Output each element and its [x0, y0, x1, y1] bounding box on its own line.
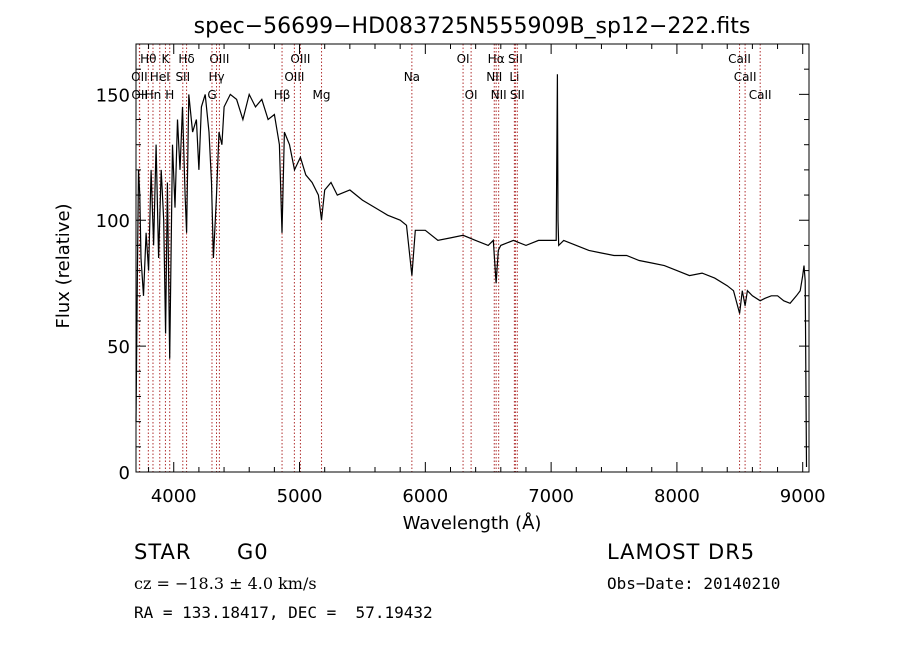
- object-subclass: G0: [237, 540, 269, 564]
- observation-date: Obs−Date: 20140210: [607, 574, 781, 593]
- x-tick-label: 6000: [402, 486, 448, 507]
- x-tick-label: 7000: [528, 486, 574, 507]
- line-marker-label: OI: [457, 52, 470, 66]
- line-marker-label: CaII: [734, 70, 757, 84]
- line-marker-label: CaII: [749, 88, 772, 102]
- y-tick-label: 150: [96, 85, 130, 106]
- plot-frame: [135, 43, 810, 473]
- line-marker-label: CaII: [728, 52, 751, 66]
- line-marker-label: NII: [486, 70, 502, 84]
- x-tick-label: 8000: [654, 486, 700, 507]
- line-marker-label: OI: [465, 88, 478, 102]
- line-marker-label: Hδ: [178, 52, 194, 66]
- coordinates: RA = 133.18417, DEC = 57.19432: [134, 603, 433, 622]
- x-axis-label: Wavelength (Å): [403, 512, 542, 534]
- x-tick-label: 5000: [277, 486, 323, 507]
- spectrum-series: [135, 74, 808, 468]
- line-marker-label: Hβ: [274, 88, 291, 102]
- line-marker-label: SII: [508, 52, 523, 66]
- x-tick-label: 4000: [151, 486, 197, 507]
- line-marker-label: Mg: [313, 88, 331, 102]
- line-marker-label: Li: [509, 70, 519, 84]
- y-tick-label: 50: [107, 337, 130, 358]
- line-marker-label: OIII: [290, 52, 310, 66]
- line-marker-label: G: [207, 88, 216, 102]
- line-marker-label: SII: [510, 88, 525, 102]
- redshift-value: cz = −18.3 ± 4.0 km/s: [134, 574, 317, 593]
- line-marker-label: Na: [404, 70, 420, 84]
- survey-name: LAMOST DR5: [607, 540, 756, 564]
- line-marker-label: K: [161, 52, 170, 66]
- y-axis-label: Flux (relative): [53, 203, 74, 328]
- y-tick-label: 100: [96, 211, 130, 232]
- line-marker-label: OIII: [284, 70, 304, 84]
- line-marker-label: SII: [175, 70, 190, 84]
- line-marker-label: Hθ: [140, 52, 156, 66]
- axes: 4000 5000 6000 7000 8000 9000 0 50 100 150: [96, 44, 826, 507]
- spectrum-line: [135, 74, 808, 468]
- chart-title: spec−56699−HD083725N555909B_sp12−222.fit…: [194, 14, 751, 39]
- y-tick-label: 0: [119, 463, 130, 484]
- x-tick-label: 9000: [780, 486, 826, 507]
- line-marker-label: H: [165, 88, 174, 102]
- line-marker-label: HeI: [150, 70, 170, 84]
- line-marker-label: Hα: [488, 52, 505, 66]
- line-marker-label: OIII: [209, 52, 229, 66]
- object-class: STAR: [134, 540, 192, 564]
- line-marker-label: Hn: [145, 88, 162, 102]
- line-marker-label: Hγ: [208, 70, 224, 84]
- line-marker-label: NII: [491, 88, 507, 102]
